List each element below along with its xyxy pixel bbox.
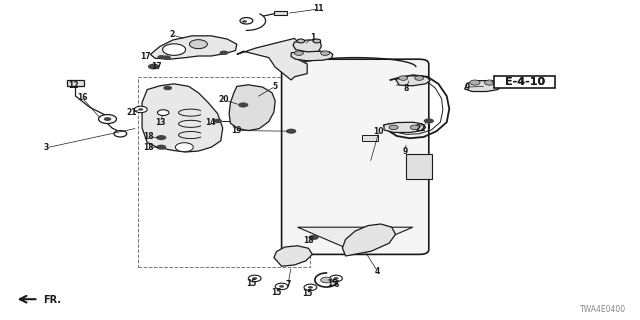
Text: 6: 6 [333, 280, 339, 289]
Polygon shape [274, 246, 312, 266]
Text: 8: 8 [404, 84, 409, 92]
Text: 18: 18 [143, 143, 154, 152]
Polygon shape [396, 76, 430, 86]
Circle shape [286, 129, 296, 134]
Circle shape [297, 39, 305, 43]
Circle shape [163, 86, 172, 90]
Polygon shape [291, 51, 333, 61]
Polygon shape [142, 84, 223, 152]
Circle shape [304, 284, 317, 291]
Circle shape [156, 135, 166, 140]
Text: 12: 12 [68, 81, 79, 90]
Bar [138, 77, 310, 267]
Circle shape [162, 55, 171, 60]
Text: 10: 10 [374, 127, 384, 136]
Circle shape [163, 44, 186, 55]
Text: 15: 15 [328, 279, 338, 288]
Text: 22: 22 [416, 124, 426, 133]
Text: 4: 4 [375, 267, 380, 276]
Circle shape [415, 76, 424, 80]
Polygon shape [406, 154, 432, 179]
Text: 9: 9 [465, 83, 470, 92]
Circle shape [321, 277, 332, 283]
Polygon shape [298, 227, 413, 246]
Circle shape [252, 277, 257, 280]
Bar [67, 80, 84, 86]
Circle shape [156, 145, 166, 150]
Circle shape [220, 51, 228, 55]
Circle shape [321, 51, 330, 55]
Text: 17: 17 [152, 62, 162, 71]
Circle shape [308, 235, 319, 240]
Text: 19: 19 [232, 126, 242, 135]
Circle shape [248, 275, 261, 282]
Text: E-4-10: E-4-10 [505, 76, 545, 87]
Text: 15: 15 [271, 288, 282, 297]
Text: 1: 1 [310, 33, 315, 42]
Circle shape [279, 285, 284, 288]
Polygon shape [237, 38, 307, 80]
Text: 9: 9 [403, 147, 408, 156]
Circle shape [138, 108, 143, 111]
Circle shape [99, 115, 116, 124]
Text: 13: 13 [155, 118, 165, 127]
Circle shape [389, 125, 398, 130]
Text: E-4-10: E-4-10 [505, 76, 545, 87]
Circle shape [242, 20, 247, 23]
Circle shape [294, 51, 303, 55]
Polygon shape [229, 85, 275, 131]
Bar [362, 135, 378, 141]
Polygon shape [465, 81, 501, 92]
Circle shape [175, 143, 193, 152]
Text: 2: 2 [169, 30, 174, 39]
Circle shape [189, 40, 207, 49]
Bar [274, 11, 287, 15]
Circle shape [424, 118, 434, 124]
Circle shape [275, 283, 288, 290]
Circle shape [410, 125, 419, 130]
Circle shape [157, 55, 165, 59]
Text: 15: 15 [302, 289, 312, 298]
Text: 14: 14 [205, 118, 215, 127]
Text: 21: 21 [126, 108, 136, 116]
Polygon shape [293, 40, 321, 52]
Circle shape [313, 39, 321, 43]
Circle shape [330, 275, 342, 282]
Bar [494, 76, 555, 88]
Polygon shape [342, 224, 396, 256]
Text: 7: 7 [285, 280, 291, 289]
Text: 20: 20 [219, 95, 229, 104]
Circle shape [238, 102, 248, 108]
Circle shape [470, 80, 480, 85]
Polygon shape [384, 122, 426, 132]
Text: 15: 15 [246, 279, 256, 288]
Text: 5: 5 [273, 82, 278, 91]
Text: FR.: FR. [43, 295, 61, 306]
Circle shape [308, 286, 313, 289]
Text: 16: 16 [77, 93, 87, 102]
Text: TWA4E0400: TWA4E0400 [580, 305, 626, 314]
Circle shape [240, 18, 253, 24]
Circle shape [399, 76, 408, 80]
Circle shape [114, 131, 127, 137]
Circle shape [134, 106, 147, 113]
FancyBboxPatch shape [282, 59, 429, 254]
Circle shape [148, 64, 159, 69]
Circle shape [333, 277, 339, 280]
Circle shape [213, 119, 222, 123]
Text: 3: 3 [44, 143, 49, 152]
Text: 17: 17 [141, 52, 151, 60]
Circle shape [104, 117, 111, 121]
Text: 18: 18 [303, 236, 314, 245]
Polygon shape [150, 36, 237, 59]
Circle shape [157, 110, 169, 116]
Text: 11: 11 [314, 4, 324, 13]
Text: 18: 18 [143, 132, 154, 141]
Circle shape [484, 80, 495, 85]
